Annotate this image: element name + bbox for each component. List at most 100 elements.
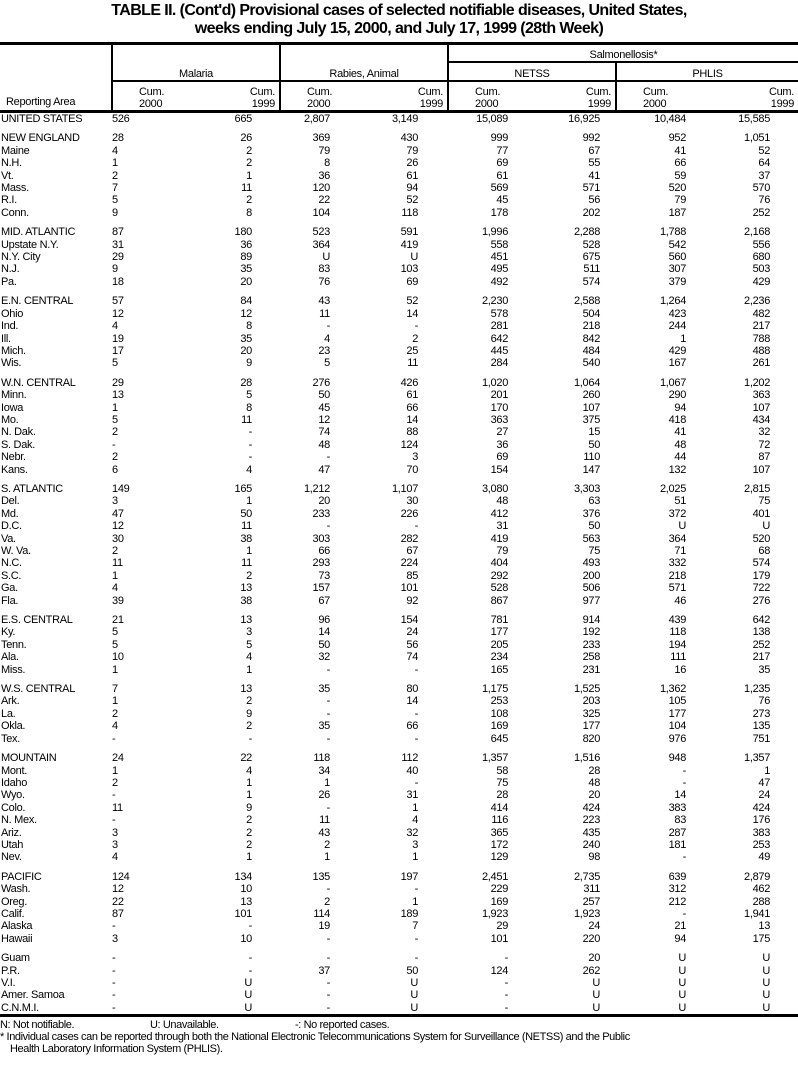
value-cell: 14 — [674, 789, 687, 802]
value-cell: 64 — [758, 157, 771, 170]
value-cell: 224 — [400, 557, 419, 570]
value-cell: 35 — [240, 263, 252, 276]
value-cell: U — [364, 1001, 449, 1018]
value-cell: 18 — [112, 275, 124, 288]
value-cell: 376 — [582, 507, 601, 520]
value-cell: 363 — [490, 413, 509, 426]
value-cell: 202 — [582, 206, 601, 219]
table-row-region: NEW ENGLAND 28 26 369 430 999 992 952 1,051 — [0, 132, 798, 144]
value-cell: 1 — [246, 851, 252, 864]
value-cell: 39 — [112, 594, 124, 607]
value-cell: 4 — [246, 463, 252, 476]
value-cell: 3 — [112, 932, 118, 945]
table-row: R.I. 5 2 22 52 45 56 79 76 — [0, 194, 798, 206]
table-row: Amer. Samoa - U - U - U U U — [0, 989, 798, 1001]
value-cell: 32 — [758, 426, 771, 439]
value-cell: 977 — [582, 594, 601, 607]
value-cell: 2 — [412, 332, 419, 345]
value-cell: - — [112, 977, 116, 989]
provisional-cases-table: Reporting Area Malaria Rabies, Animal Sa… — [0, 42, 798, 1018]
value-cell: 69 — [406, 275, 419, 288]
reporting-area-header: Reporting Area — [0, 43, 112, 113]
value-cell: 430 — [400, 132, 419, 145]
value-cell: 3 — [412, 838, 419, 851]
value-cell: 1,525 — [573, 683, 601, 696]
value-cell: 5 — [324, 357, 330, 370]
cum-2000-header: Cum. 2000 — [615, 81, 715, 113]
cum-1999-header: Cum. 1999 — [364, 81, 449, 113]
table-row: Maine 4 2 79 79 77 67 41 52 — [0, 145, 798, 157]
value-cell: - — [414, 776, 419, 789]
value-cell: - — [112, 964, 116, 977]
value-cell: 11 — [407, 357, 419, 370]
table-row: Ind. 4 8 - - 281 218 244 217 — [0, 320, 798, 332]
value-cell: 88 — [406, 426, 419, 439]
value-cell: 149 — [112, 482, 130, 495]
table-row: Hawaii 3 10 - - 101 220 94 175 — [0, 933, 798, 945]
value-cell: 177 — [582, 720, 601, 733]
value-cell: 1,107 — [391, 482, 419, 495]
value-cell: 226 — [400, 507, 419, 520]
value-cell: 404 — [490, 557, 509, 570]
value-cell: 11 — [319, 814, 330, 827]
value-cell: 675 — [582, 251, 601, 264]
year-label: 2000 — [307, 98, 331, 110]
value-cell: 288 — [752, 895, 771, 908]
value-cell: 45 — [318, 401, 330, 414]
reporting-area-cell: Ala. — [1, 651, 19, 664]
value-cell: - — [682, 764, 687, 777]
table-row: Oreg. 22 13 2 1 169 257 212 288 — [0, 896, 798, 908]
netss-header: NETSS — [447, 62, 617, 82]
value-cell: - — [112, 438, 116, 451]
value-cell: 32 — [318, 651, 330, 664]
value-cell: 424 — [752, 801, 771, 814]
footnote-salmonellosis: * Individual cases can be reported throu… — [0, 1031, 630, 1044]
value-cell: 290 — [668, 389, 687, 402]
value-cell: U — [678, 989, 687, 1002]
value-cell: 76 — [758, 194, 771, 207]
value-cell: 8 — [246, 320, 252, 333]
value-cell: 2 — [246, 720, 252, 733]
value-cell: 56 — [588, 194, 601, 207]
value-cell: 52 — [406, 295, 419, 308]
value-cell: 1 — [112, 663, 118, 676]
value-cell: 35 — [240, 332, 252, 345]
value-cell: 36 — [496, 438, 509, 451]
title-line-2: weeks ending July 15, 2000, and July 17,… — [194, 20, 604, 37]
value-cell: 244 — [668, 320, 687, 333]
value-cell: U — [616, 1001, 715, 1018]
value-cell: 3 — [112, 838, 118, 851]
value-cell: 180 — [234, 226, 253, 239]
value-cell: 13 — [240, 895, 252, 908]
year-label: 1999 — [419, 98, 444, 110]
value-cell: 1,923 — [481, 907, 509, 920]
reporting-area-cell: Oreg. — [1, 895, 28, 908]
value-cell: 292 — [490, 569, 509, 582]
value-cell: - — [504, 952, 509, 965]
value-cell: 240 — [582, 838, 601, 851]
table-row: N. Mex. - 2 11 4 116 223 83 176 — [0, 814, 798, 826]
value-cell: 175 — [752, 932, 771, 945]
value-cell: - — [112, 920, 116, 933]
table-row: Okla. 4 2 35 66 169 177 104 135 — [0, 720, 798, 732]
table-row: La. 2 9 - - 108 325 177 273 — [0, 708, 798, 720]
value-cell: 38 — [240, 532, 252, 545]
value-cell: 260 — [582, 389, 601, 402]
value-cell: - — [326, 663, 331, 676]
reporting-area-cell: Ky. — [1, 626, 16, 639]
value-cell: 4 — [412, 814, 419, 827]
value-cell: - — [414, 320, 419, 333]
value-cell: 50 — [588, 438, 601, 451]
reporting-area-cell: Colo. — [1, 801, 26, 814]
table-row: Kans. 6 4 47 70 154 147 132 107 — [0, 464, 798, 476]
value-cell: 1 — [412, 851, 419, 864]
cum-2000-header: Cum. 2000 — [447, 81, 533, 113]
value-cell: 3 — [246, 626, 252, 639]
table-row: W. Va. 2 1 66 67 79 75 71 68 — [0, 545, 798, 557]
table-row: Conn. 9 8 104 118 178 202 187 252 — [0, 207, 798, 219]
value-cell: 372 — [668, 507, 687, 520]
cum-label: Cum. — [643, 86, 669, 98]
table-row-region: UNITED STATES 526 665 2,807 3,149 15,089 16,92… — [0, 112, 798, 126]
value-cell: 233 — [312, 507, 331, 520]
value-cell: 1,941 — [744, 907, 771, 920]
